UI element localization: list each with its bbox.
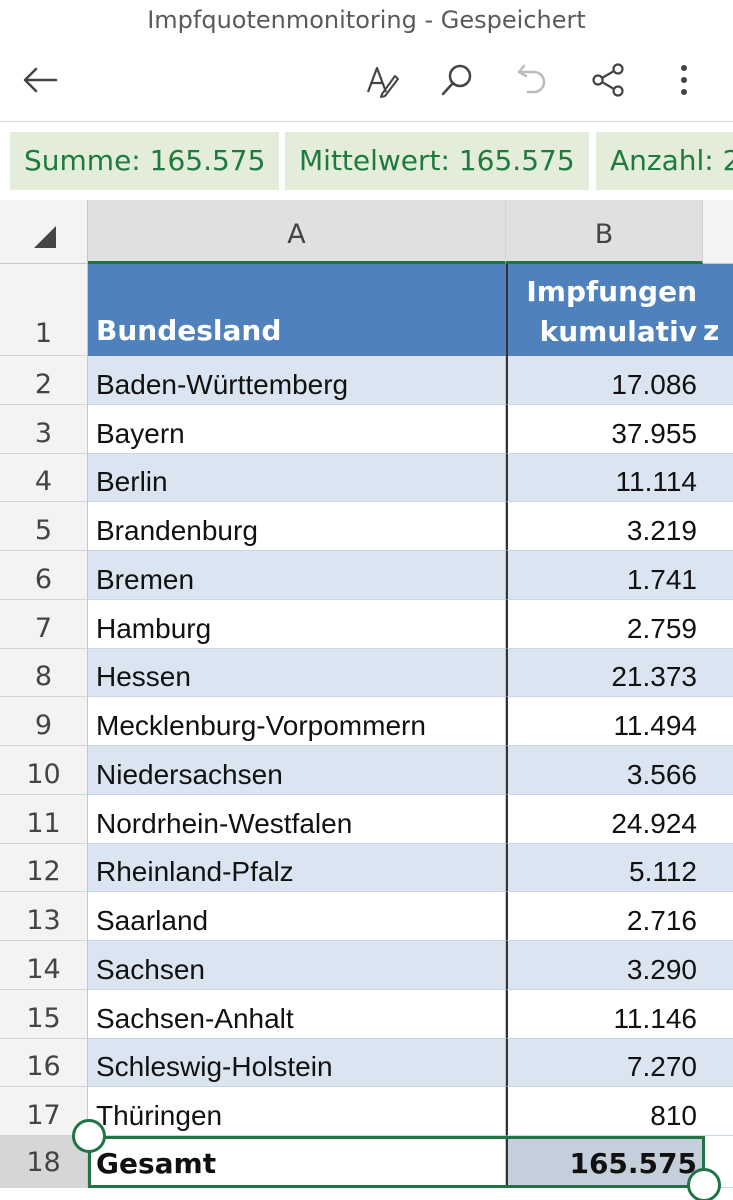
row-header-3[interactable]: 3: [0, 405, 88, 454]
row-header-5[interactable]: 5: [0, 502, 88, 551]
impfungen-cell[interactable]: 3.566: [506, 746, 703, 795]
impfungen-cell[interactable]: 2.759: [506, 600, 703, 649]
bundesland-cell[interactable]: Saarland: [88, 892, 506, 941]
row-header-4[interactable]: 4: [0, 454, 88, 502]
row-header-6[interactable]: 6: [0, 551, 88, 600]
bundesland-cell[interactable]: Mecklenburg-Vorpommern: [88, 697, 506, 746]
header-impfungen-line1: Impfungen: [526, 275, 697, 308]
row-header-10[interactable]: 10: [0, 746, 88, 795]
total-value-cell[interactable]: 165.575: [506, 1136, 703, 1188]
column-c-cell[interactable]: [703, 551, 733, 600]
row-header-9[interactable]: 9: [0, 697, 88, 746]
bundesland-cell[interactable]: Hessen: [88, 649, 506, 697]
average-chip[interactable]: Mittelwert: 165.575: [285, 132, 589, 190]
header-cell-impfungen[interactable]: Impfungen kumulativ: [506, 264, 703, 356]
impfungen-cell[interactable]: 17.086: [506, 356, 703, 405]
impfungen-cell[interactable]: 2.716: [506, 892, 703, 941]
row-header-16[interactable]: 16: [0, 1039, 88, 1087]
impfungen-cell[interactable]: 5.112: [506, 844, 703, 892]
total-label-cell[interactable]: Gesamt: [88, 1136, 506, 1188]
row-header-8[interactable]: 8: [0, 649, 88, 697]
column-header-a[interactable]: A: [88, 200, 506, 264]
bundesland-cell[interactable]: Baden-Württemberg: [88, 356, 506, 405]
count-chip[interactable]: Anzahl: 2: [596, 132, 733, 190]
bundesland-cell[interactable]: Brandenburg: [88, 502, 506, 551]
impfungen-cell[interactable]: 810: [506, 1087, 703, 1136]
column-c-cell[interactable]: [703, 795, 733, 844]
column-c-cell[interactable]: [703, 454, 733, 502]
bundesland-cell[interactable]: Sachsen-Anhalt: [88, 990, 506, 1039]
bundesland-cell[interactable]: Niedersachsen: [88, 746, 506, 795]
bundesland-cell[interactable]: Rheinland-Pfalz: [88, 844, 506, 892]
toolbar-divider: [0, 121, 733, 122]
select-all-corner[interactable]: [0, 200, 88, 264]
impfungen-cell[interactable]: 1.741: [506, 551, 703, 600]
column-c-cell[interactable]: [703, 892, 733, 941]
impfungen-cell[interactable]: 3.290: [506, 941, 703, 990]
window-title: Impfquotenmonitoring - Gespeichert: [147, 6, 586, 34]
header-cell-bundesland[interactable]: Bundesland: [88, 264, 506, 356]
column-c-cell[interactable]: [703, 600, 733, 649]
bundesland-cell[interactable]: Bremen: [88, 551, 506, 600]
column-header-c[interactable]: [703, 200, 733, 264]
header-impfungen-line2: kumulativ: [539, 315, 697, 348]
bundesland-cell[interactable]: Berlin: [88, 454, 506, 502]
selection-handle-start[interactable]: [72, 1119, 106, 1153]
spreadsheet-grid: A B 1 Bundesland Impfungen kumulativ z 2…: [0, 200, 733, 1200]
column-c-cell[interactable]: [703, 1087, 733, 1136]
back-arrow-icon[interactable]: [20, 60, 60, 100]
selection-handle-end[interactable]: [687, 1168, 721, 1200]
column-c-cell[interactable]: [703, 405, 733, 454]
status-bar: Summe: 165.575 Mittelwert: 165.575 Anzah…: [0, 122, 733, 200]
column-c-cell[interactable]: [703, 502, 733, 551]
row-header-15[interactable]: 15: [0, 990, 88, 1039]
column-c-cell[interactable]: [703, 649, 733, 697]
column-c-cell[interactable]: [703, 746, 733, 795]
bundesland-cell[interactable]: Hamburg: [88, 600, 506, 649]
bundesland-cell[interactable]: Sachsen: [88, 941, 506, 990]
more-vertical-icon[interactable]: [664, 60, 704, 100]
row-header-2[interactable]: 2: [0, 356, 88, 405]
toolbar: [0, 40, 733, 120]
draw-pen-icon[interactable]: [362, 60, 402, 100]
column-c-cell[interactable]: [703, 697, 733, 746]
impfungen-cell[interactable]: 11.146: [506, 990, 703, 1039]
impfungen-cell[interactable]: 24.924: [506, 795, 703, 844]
undo-icon[interactable]: [512, 60, 552, 100]
row-header-1[interactable]: 1: [0, 264, 88, 356]
bundesland-cell[interactable]: Nordrhein-Westfalen: [88, 795, 506, 844]
column-header-b[interactable]: B: [506, 200, 703, 264]
row-header-11[interactable]: 11: [0, 795, 88, 844]
header-cell-c-clipped[interactable]: z: [703, 264, 733, 356]
select-all-triangle-icon: [34, 226, 56, 248]
impfungen-cell[interactable]: 7.270: [506, 1039, 703, 1087]
impfungen-cell[interactable]: 11.114: [506, 454, 703, 502]
sum-chip[interactable]: Summe: 165.575: [10, 132, 280, 190]
row-header-7[interactable]: 7: [0, 600, 88, 649]
row-header-14[interactable]: 14: [0, 941, 88, 990]
bundesland-cell[interactable]: Bayern: [88, 405, 506, 454]
share-icon[interactable]: [588, 60, 628, 100]
column-c-cell[interactable]: [703, 356, 733, 405]
column-c-cell[interactable]: [703, 941, 733, 990]
row-header-12[interactable]: 12: [0, 844, 88, 892]
impfungen-cell[interactable]: 37.955: [506, 405, 703, 454]
column-c-cell[interactable]: [703, 990, 733, 1039]
search-icon[interactable]: [437, 60, 477, 100]
row-header-18[interactable]: 18: [0, 1136, 88, 1188]
impfungen-cell[interactable]: 3.219: [506, 502, 703, 551]
column-c-cell[interactable]: [703, 844, 733, 892]
impfungen-cell[interactable]: 21.373: [506, 649, 703, 697]
column-c-cell[interactable]: [703, 1039, 733, 1087]
impfungen-cell[interactable]: 11.494: [506, 697, 703, 746]
row-header-13[interactable]: 13: [0, 892, 88, 941]
bundesland-cell[interactable]: Thüringen: [88, 1087, 506, 1136]
bundesland-cell[interactable]: Schleswig-Holstein: [88, 1039, 506, 1087]
